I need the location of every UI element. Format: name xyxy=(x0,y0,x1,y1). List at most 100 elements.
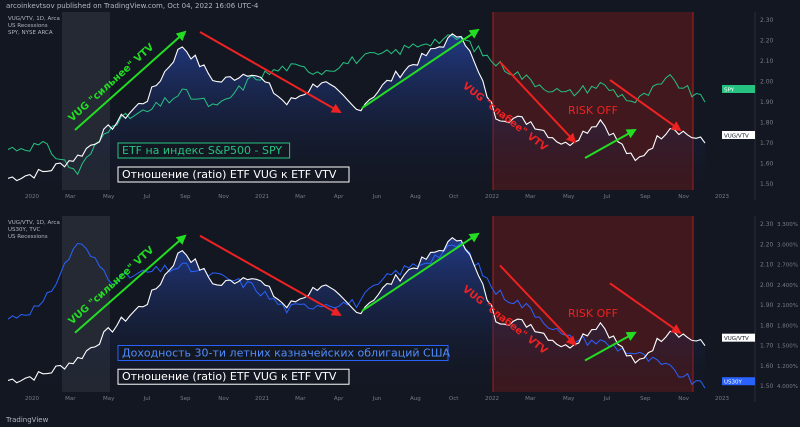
y-tick-label: 1.70 xyxy=(760,140,774,147)
annotation-box xyxy=(117,142,291,159)
x-tick-label: Mar xyxy=(295,194,306,200)
panel-bottom: 2.30 2.20 2.10 2.00 1.90 1.80 1.70 1.60 1.50 3.30… xyxy=(0,216,800,402)
x-tick-label: Jun xyxy=(372,194,382,200)
spy-series-line xyxy=(7,34,706,176)
annotation-box-text: Доходность 30-ти летних казначейских обл… xyxy=(122,346,450,359)
y-tick-label: 1.90 xyxy=(760,99,774,106)
y-tick-label: 2.00 xyxy=(760,282,774,289)
x-tick-label: Mar xyxy=(295,396,306,402)
x-tick-label: Apr xyxy=(334,194,344,200)
x-tick-label: Mar xyxy=(65,396,76,402)
y-tick-label: 1.90 xyxy=(760,302,774,309)
x-tick-label: 2021 xyxy=(255,194,269,200)
price-badge-text: VUG/VTV xyxy=(724,336,749,342)
trend-arrow-up xyxy=(74,30,187,131)
x-tick-label: May xyxy=(103,396,115,402)
panel-top: 2.30 2.20 2.10 2.00 1.90 1.80 1.70 1.60 1.50 2020… xyxy=(0,12,800,200)
price-badge xyxy=(722,333,755,342)
vug-vtv-series-line xyxy=(7,33,706,182)
y-tick-label: 2.10 xyxy=(760,262,774,269)
y-tick-label-right: 2.400% xyxy=(777,283,798,289)
y-tick-label: 2.20 xyxy=(760,241,774,248)
y-tick-label: 2.30 xyxy=(760,17,774,24)
label-risk-off: RISK OFF xyxy=(568,307,618,320)
x-tick-label: Sep xyxy=(640,194,651,200)
y-tick-label: 1.80 xyxy=(760,120,774,127)
trend-arrow-up xyxy=(361,232,480,312)
vug-vtv-series-line xyxy=(7,236,706,384)
trend-arrow-down xyxy=(499,264,577,347)
trend-arrow-down xyxy=(609,282,682,334)
price-badge xyxy=(722,131,755,139)
x-tick-label: May xyxy=(563,396,575,402)
y-tick-label: 2.00 xyxy=(760,79,774,86)
tradingview-brand: TradingView xyxy=(6,416,49,424)
y-tick-label-right: 2.700% xyxy=(777,263,798,269)
annotation-box xyxy=(117,166,350,183)
x-tick-label: Jul xyxy=(143,396,151,402)
legend-entry: VUG/VTV, 1D, Arca xyxy=(8,220,60,226)
trend-arrow-up xyxy=(361,28,480,109)
x-tick-label: Nov xyxy=(678,194,689,200)
x-tick-label: Mar xyxy=(525,194,536,200)
x-tick-label: Sep xyxy=(180,396,191,402)
y-tick-label: 1.50 xyxy=(760,383,774,390)
x-tick-label: Apr xyxy=(334,396,344,402)
x-tick-label: Nov xyxy=(678,396,689,402)
y-tick-label: 1.60 xyxy=(760,363,774,370)
y-tick-label: 1.60 xyxy=(760,161,774,168)
legend-entry: VUG/VTV, 1D, Arca xyxy=(8,16,60,22)
x-tick-label: Jul xyxy=(603,194,611,200)
us30y-series-line xyxy=(7,241,706,389)
y-tick-label-right: 4.000% xyxy=(777,384,798,390)
y-tick-label: 1.50 xyxy=(760,181,774,188)
x-tick-label: Oct xyxy=(449,396,459,402)
legend-entry: US Recessions xyxy=(8,234,48,240)
x-tick-label: 2022 xyxy=(485,194,499,200)
x-tick-label: Mar xyxy=(525,396,536,402)
x-tick-label: Jul xyxy=(603,396,611,402)
annotation-box-text: ETF на индекс S&P500 - SPY xyxy=(122,144,282,157)
y-tick-label-right: 1.500% xyxy=(777,344,798,350)
y-tick-label: 2.10 xyxy=(760,58,774,65)
legend-entry: SPY, NYSE ARCA xyxy=(8,30,53,36)
x-tick-label: Jun xyxy=(372,396,382,402)
price-badge xyxy=(722,85,755,93)
price-badge-text: US30Y xyxy=(724,380,743,386)
y-tick-label: 2.30 xyxy=(760,221,774,228)
x-tick-label: Aug xyxy=(410,194,421,200)
trend-arrow-down xyxy=(609,79,682,132)
label-risk-off: RISK OFF xyxy=(568,104,618,117)
y-tick-label: 2.20 xyxy=(760,38,774,45)
x-tick-label: Nov xyxy=(218,396,229,402)
x-tick-label: 2020 xyxy=(25,194,39,200)
x-tick-label: Aug xyxy=(410,396,421,402)
price-badge-text: VUG/VTV xyxy=(724,134,749,140)
trend-arrow-down xyxy=(199,234,342,316)
y-tick-label-right: 3.000% xyxy=(777,242,798,248)
x-tick-label: May xyxy=(563,194,575,200)
trend-arrow-down xyxy=(199,31,342,113)
x-tick-label: 2021 xyxy=(255,396,269,402)
y-tick-label-right: 1.200% xyxy=(777,364,798,370)
legend-entry: US30Y, TVC xyxy=(8,227,40,233)
y-tick-label-right: 3.300% xyxy=(777,222,798,228)
x-tick-label: Jul xyxy=(143,194,151,200)
annotation-box xyxy=(117,344,449,361)
annotation-box xyxy=(117,368,350,385)
y-tick-label-right: 2.100% xyxy=(777,303,798,309)
trend-arrow-up xyxy=(584,331,637,362)
trend-arrow-up xyxy=(584,129,637,159)
x-tick-label: Mar xyxy=(65,194,76,200)
x-tick-label: 2022 xyxy=(485,396,499,402)
x-tick-label: Sep xyxy=(180,194,191,200)
x-tick-label: Sep xyxy=(640,396,651,402)
x-tick-label: 2023 xyxy=(715,194,729,200)
annotation-box-text: Отношение (ratio) ETF VUG к ETF VTV xyxy=(122,370,337,383)
x-tick-label: Nov xyxy=(218,194,229,200)
price-badge-text: SPY xyxy=(724,88,735,94)
annotation-box-text: Отношение (ratio) ETF VUG к ETF VTV xyxy=(122,168,337,181)
x-tick-label: Oct xyxy=(449,194,459,200)
legend-entry: US Recessions xyxy=(8,23,48,29)
